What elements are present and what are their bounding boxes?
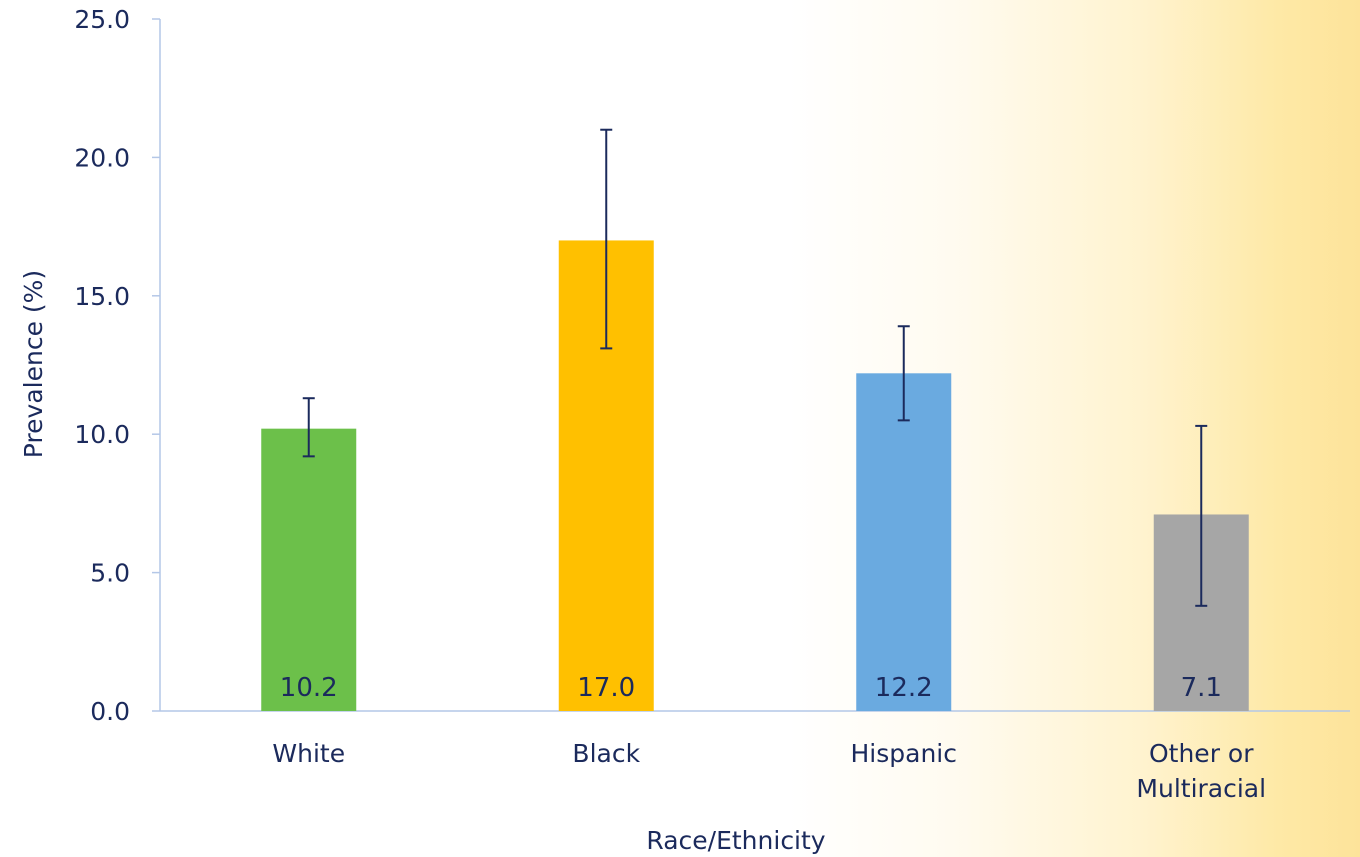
bar (856, 373, 952, 711)
data-label: 7.1 (1181, 673, 1222, 703)
category-label: White (272, 739, 345, 768)
category-label: Hispanic (851, 739, 958, 768)
y-tick-label: 0.0 (90, 697, 130, 726)
y-tick-label: 5.0 (90, 559, 130, 588)
y-tick-label: 25.0 (74, 5, 130, 34)
data-label: 12.2 (875, 673, 933, 703)
error-bars (302, 128, 1208, 607)
bars (261, 240, 1249, 711)
category-label: Multiracial (1136, 774, 1266, 803)
category-label: Other or (1149, 739, 1254, 768)
x-axis-title: Race/Ethnicity (646, 826, 825, 855)
data-label: 17.0 (577, 673, 635, 703)
y-tick-label: 20.0 (74, 143, 130, 172)
y-tick-label: 10.0 (74, 420, 130, 449)
axes: 0.0 5.0 10.0 15.0 20.0 25.0 (74, 5, 1350, 726)
bar (261, 428, 357, 711)
y-tick-label: 15.0 (74, 282, 130, 311)
category-label: Black (572, 739, 640, 768)
data-label: 10.2 (280, 673, 338, 703)
labels: 10.2 White 17.0 Black 12.2 Hispanic 7.1 Other o… (272, 673, 1266, 803)
y-axis-title: Prevalence (%) (19, 270, 48, 458)
